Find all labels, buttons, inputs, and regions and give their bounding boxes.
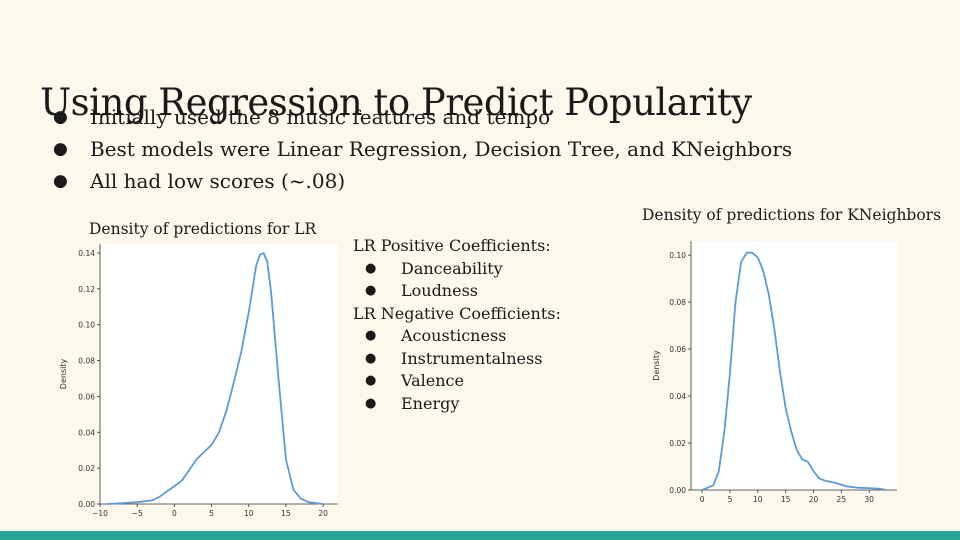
- bullet-dot-icon: ●: [365, 395, 377, 411]
- bullet-text: Initially used the 8 music features and …: [90, 105, 551, 129]
- bullet-dot-icon: ●: [53, 107, 68, 127]
- lr-plot-area: [100, 244, 338, 504]
- lr-y-tick-label: 0.10: [78, 321, 95, 330]
- knn-y-tick-label: 0.06: [669, 345, 686, 354]
- bullet-dot-icon: ●: [53, 171, 68, 191]
- bullet-dot-icon: ●: [365, 260, 377, 276]
- knn-x-tick-label: 5: [728, 495, 733, 504]
- lr-x-tick-label: 5: [209, 509, 214, 518]
- knn-y-axis-label: Density: [652, 350, 661, 381]
- positive-coefficient-item: ● Loudness: [353, 280, 561, 303]
- negative-coefficient-item: ● Acousticness: [353, 325, 561, 348]
- coefficient-label: Loudness: [401, 281, 478, 300]
- lr-density-chart: 0.00 0.02 0.04 0.06 0.08 0.10 0.12 0.14 −10 −5 0 5 1…: [52, 240, 348, 522]
- coefficient-label: Energy: [401, 393, 460, 413]
- lr-y-tick-label: 0.04: [78, 428, 95, 437]
- negative-coefficient-item: ● Instrumentalness: [353, 348, 561, 371]
- bullet-dot-icon: ●: [53, 139, 68, 159]
- knn-x-tick-label: 0: [700, 495, 705, 504]
- lr-y-tick-label: 0.06: [78, 392, 95, 401]
- bullet-item: ● Best models were Linear Regression, Dec…: [48, 133, 792, 165]
- coefficient-label: Danceability: [401, 258, 503, 278]
- coefficient-label: Instrumentalness: [401, 348, 543, 368]
- knn-y-tick-label: 0.08: [669, 298, 686, 307]
- lr-density-plot: 0.00 0.02 0.04 0.06 0.08 0.10 0.12 0.14 −10 −5 0 5 1…: [59, 244, 338, 518]
- coefficient-list: LR Positive Coefficients: ● Danceability …: [353, 235, 561, 415]
- bullet-item: ● Initially used the 8 music features and…: [48, 101, 792, 133]
- knn-x-tick-label: 30: [864, 495, 874, 504]
- bullet-text: All had low scores (~.08): [90, 169, 346, 193]
- lr-y-tick-label: 0.12: [78, 285, 95, 294]
- lr-density-line: [107, 252, 324, 505]
- negative-coefficient-item: ● Valence: [353, 370, 561, 393]
- positive-coefficient-item: ● Danceability: [353, 258, 561, 281]
- lr-y-tick-label: 0.00: [78, 500, 95, 509]
- coefficient-label: Valence: [401, 371, 464, 390]
- bullet-dot-icon: ●: [365, 350, 377, 366]
- negative-coefficients-heading: LR Negative Coefficients:: [353, 303, 561, 323]
- lr-x-tick-label: −10: [92, 509, 108, 518]
- knn-plot-area: [691, 241, 897, 490]
- knn-chart-caption: Density of predictions for KNeighbors: [642, 206, 942, 224]
- footer-accent-bar: [0, 531, 960, 540]
- knn-x-tick-label: 20: [809, 495, 819, 504]
- knn-x-tick-label: 25: [837, 495, 847, 504]
- bullet-dot-icon: ●: [365, 328, 377, 343]
- bullet-item: ● All had low scores (~.08): [48, 165, 792, 197]
- lr-y-tick-label: 0.02: [78, 464, 95, 473]
- knn-y-tick-label: 0.10: [669, 251, 686, 260]
- coefficient-label: Acousticness: [401, 326, 507, 345]
- bullet-list: ● Initially used the 8 music features and…: [48, 101, 792, 197]
- bullet-dot-icon: ●: [365, 283, 377, 298]
- negative-coefficient-item: ● Energy: [353, 393, 561, 416]
- lr-y-tick-label: 0.14: [78, 249, 95, 258]
- knn-density-line: [701, 251, 887, 491]
- lr-x-tick-label: 10: [244, 509, 254, 518]
- knn-x-tick-label: 10: [753, 495, 763, 504]
- lr-x-tick-label: 20: [318, 509, 328, 518]
- lr-y-axis-label: Density: [59, 359, 68, 390]
- bullet-dot-icon: ●: [365, 373, 377, 388]
- lr-x-tick-label: −5: [132, 509, 143, 518]
- knn-y-tick-label: 0.00: [669, 486, 686, 495]
- knn-y-tick-label: 0.04: [669, 392, 686, 401]
- knn-y-tick-label: 0.02: [669, 439, 686, 448]
- positive-coefficients-heading: LR Positive Coefficients:: [353, 236, 551, 255]
- lr-x-tick-label: 15: [281, 509, 291, 518]
- lr-x-tick-label: 0: [172, 509, 177, 518]
- knn-density-chart: 0.00 0.02 0.04 0.06 0.08 0.10 0 5 10 15 20 25 30 Dens…: [645, 238, 905, 508]
- lr-y-tick-label: 0.08: [78, 357, 95, 366]
- lr-chart-caption: Density of predictions for LR: [89, 220, 317, 238]
- knn-x-tick-label: 15: [781, 495, 791, 504]
- knn-density-plot: 0.00 0.02 0.04 0.06 0.08 0.10 0 5 10 15 20 25 30 Dens…: [652, 241, 897, 504]
- bullet-text: Best models were Linear Regression, Deci…: [90, 137, 793, 161]
- slide-title: Using Regression to Predict Popularity: [40, 80, 752, 124]
